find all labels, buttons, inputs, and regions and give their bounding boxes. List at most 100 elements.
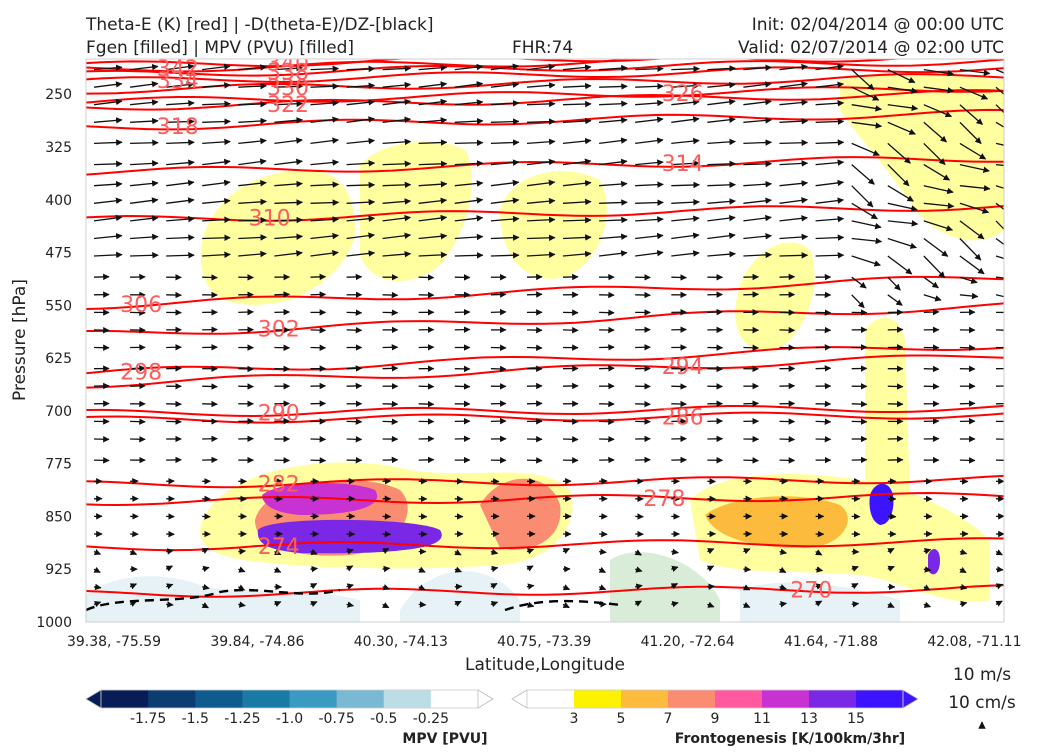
colorbar-tick-label: -0.5: [370, 711, 397, 727]
theta-e-label: 310: [249, 206, 291, 231]
wind-vector: [94, 277, 109, 278]
wind-vector: [347, 439, 362, 440]
wind-vector: [888, 386, 903, 387]
wind-vector: [202, 121, 230, 122]
wind-vector: [455, 143, 483, 144]
wind-vector: [671, 69, 699, 70]
x-tick-label: 41.20, -72.64: [641, 634, 735, 650]
y-tick-label: 250: [45, 87, 72, 103]
wind-vector: [491, 255, 519, 256]
wind-vector: [635, 404, 650, 405]
colorbar-extend-left: [512, 690, 527, 708]
y-axis-label: Pressure [hPa]: [10, 279, 30, 401]
colorbar-cell: [574, 690, 622, 708]
wind-vector: [599, 86, 627, 87]
colorbar-cell: [856, 690, 904, 708]
theta-e-label: 306: [120, 293, 162, 318]
wind-vector: [311, 460, 326, 461]
theta-e-label: 318: [157, 115, 199, 140]
wind-vector: [455, 586, 462, 587]
y-tick-label: 325: [45, 140, 72, 156]
wind-vector: [202, 386, 217, 387]
colorbar-tick-label: -0.25: [413, 711, 449, 727]
theta-e-label: 294: [662, 355, 704, 380]
colorbar-cell: [195, 690, 243, 708]
forecast-hour: FHR:74: [512, 38, 573, 58]
x-tick-label: 40.75, -73.39: [497, 634, 591, 650]
colorbar-tick-label: 11: [753, 711, 771, 727]
wind-vector: [419, 404, 434, 405]
wind-vector: [960, 348, 975, 349]
wind-vector: [743, 348, 758, 349]
wind-vector: [383, 368, 398, 369]
wind-vector: [383, 421, 398, 422]
wind-vector: [563, 330, 578, 331]
wind-vector: [166, 255, 194, 256]
vector-key-vertical: 10 cm/s: [948, 693, 1016, 713]
x-tick-label: 39.84, -74.86: [210, 634, 304, 650]
wind-vector: [455, 255, 483, 256]
wind-vector: [816, 121, 844, 122]
wind-vector: [491, 312, 506, 313]
theta-e-label: 298: [120, 360, 162, 385]
colorbar-tick-label: 7: [664, 711, 673, 727]
wind-vector: [347, 185, 375, 186]
wind-vector: [743, 460, 758, 461]
colorbar-cell: [290, 690, 338, 708]
theta-e-label: 302: [258, 318, 300, 343]
colorbar-tick-label: 3: [570, 711, 579, 727]
wind-vector: [238, 551, 245, 552]
valid-time: Valid: 02/07/2014 @ 02:00 UTC: [738, 38, 1004, 58]
y-tick-label: 775: [45, 457, 72, 473]
wind-vector: [238, 104, 266, 105]
chart-title-line1: Theta-E (K) [red] | -D(theta-E)/DZ-[blac…: [85, 15, 434, 35]
wind-vector: [311, 202, 339, 203]
wind-vector: [527, 460, 542, 461]
wind-vector: [707, 312, 722, 313]
colorbar-cell: [148, 690, 196, 708]
theta-e-label: 314: [662, 152, 704, 177]
colorbar-cell: [762, 690, 810, 708]
colorbar-tick-label: 15: [847, 711, 865, 727]
wind-vector: [527, 294, 542, 295]
x-tick-label: 39.38, -75.59: [67, 634, 161, 650]
wind-vector: [780, 255, 808, 256]
colorbar-cell: [668, 690, 716, 708]
x-tick-label: 40.30, -74.13: [354, 634, 448, 650]
colorbar-cell: [621, 690, 669, 708]
wind-vector: [996, 569, 1003, 570]
wind-vector: [780, 277, 795, 278]
y-tick-label: 475: [45, 246, 72, 262]
wind-vector: [743, 164, 771, 165]
colorbar-cell: [715, 690, 763, 708]
x-axis-label: Latitude,Longitude: [465, 655, 625, 675]
wind-vector: [130, 255, 158, 256]
wind-vector: [707, 586, 714, 587]
colorbar-extend-left: [86, 690, 101, 708]
y-tick-label: 850: [45, 509, 72, 525]
chart-title-line2: Fgen [filled] | MPV (PVU) [filled]: [86, 38, 354, 58]
theta-e-label: 278: [643, 487, 685, 512]
wind-vector: [491, 121, 519, 122]
colorbar-tick-label: -1.5: [182, 711, 209, 727]
colorbar-tick-label: 13: [800, 711, 818, 727]
theta-e-label: 322: [267, 93, 309, 118]
wind-vector: [599, 552, 606, 553]
colorbar-cell: [431, 690, 479, 708]
x-tick-label: 42.08, -71.11: [927, 634, 1021, 650]
wind-vector: [599, 421, 614, 422]
wind-vector: [671, 185, 699, 186]
wind-vector: [780, 143, 808, 144]
colorbar-extend-right: [903, 690, 918, 708]
wind-vector: [311, 330, 326, 331]
colorbar-tick-label: -1.25: [224, 711, 260, 727]
wind-vector: [635, 202, 663, 203]
theta-e-label: 290: [258, 401, 300, 426]
theta-e-label: 282: [258, 472, 300, 497]
wind-vector: [311, 277, 326, 278]
y-tick-label: 550: [45, 298, 72, 314]
wind-vector: [238, 312, 253, 313]
colorbar-tick-label: -1.0: [276, 711, 303, 727]
wind-vector: [563, 220, 591, 221]
y-tick-label: 925: [45, 562, 72, 578]
